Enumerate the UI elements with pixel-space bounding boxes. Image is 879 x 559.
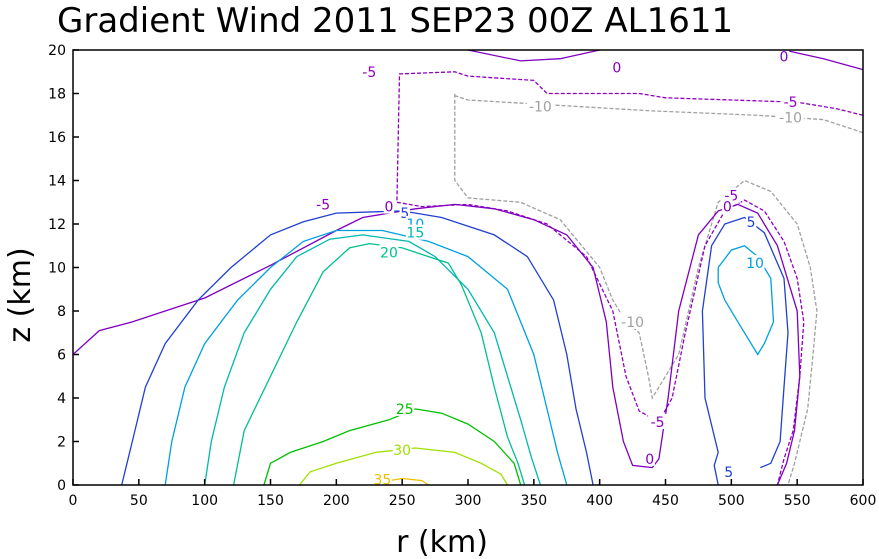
contour-label-bg [781,94,801,110]
y-tick-label: 6 [57,348,66,364]
contour-label-bg [618,313,647,329]
y-tick-label: 18 [48,87,66,103]
contour-label-20: 20 [380,245,398,261]
y-tick-label: 20 [48,43,66,59]
x-tick-label: 250 [389,493,416,509]
contour-label-5: 5 [747,215,756,231]
x-tick-label: 150 [257,493,284,509]
y-axis: 0 2 4 6 8 10 12 14 16 18 20 [48,43,79,494]
contour-label--5: -5 [362,65,376,81]
y-tick-label: 16 [48,130,66,146]
contour-label-bg [359,63,379,79]
x-tick-label: 200 [323,493,350,509]
contour-label-bg [405,224,425,240]
y-tick-label: 4 [57,391,66,407]
contour-line-0 [783,49,864,71]
contour-line-20 [232,242,526,486]
contour-label-0: 0 [780,50,789,66]
contour-label-bg [379,244,399,260]
contour-label-bg [745,255,765,271]
y-tick-label: 2 [57,435,66,451]
contour-label--5: -5 [651,415,665,431]
y-tick-label: 8 [57,304,66,320]
contour-label-0: 0 [723,200,732,216]
contour-label--5: -5 [784,95,798,111]
contour-label-5: 5 [400,206,409,222]
chart-title: Gradient Wind 2011 SEP23 00Z AL1611 [57,1,733,41]
y-tick-label: 0 [57,478,66,494]
contour-line-15 [204,234,542,486]
contour-lines [72,49,864,486]
x-tick-label: 550 [784,493,811,509]
contour-line-10 [717,244,775,356]
x-tick-label: 350 [520,493,547,509]
y-tick-label: 14 [48,174,66,190]
contour-label-bg [392,442,412,458]
contour-label-5: 5 [724,465,733,481]
contour-label-bg [776,109,805,125]
contour-line-30 [298,447,509,486]
x-tick-label: 600 [850,493,877,509]
contour-label-bg [778,48,790,64]
contour-label-0: 0 [645,452,654,468]
contour-label--5: -5 [316,197,330,213]
contour-label-bg [611,59,623,75]
contour-label--10: -10 [529,100,552,116]
contour-label-bg [372,471,392,487]
contour-label-bg [723,463,734,479]
contour-label-bg [526,98,555,114]
contour-label-bg [644,450,655,466]
contour-label-bg [722,198,733,214]
contour-label-0: 0 [612,60,621,76]
x-axis-title: r (km) [396,525,488,559]
x-tick-label: 50 [130,493,148,509]
contour-line-0 [467,49,600,62]
x-tick-label: 300 [455,493,482,509]
y-tick-label: 12 [48,217,66,233]
contour-line-0 [72,203,801,486]
contour-line-5 [121,210,594,486]
x-axis: 0 50 100 150 200 250 300 350 400 450 500 550 600 [69,479,877,509]
contour-label-bg [399,205,411,221]
x-tick-label: 450 [652,493,679,509]
y-axis-title: z (km) [3,247,38,342]
contour-label--10: -10 [779,110,802,126]
contour-label-bg [383,198,395,214]
contour-line-10 [164,229,568,486]
contour-line--10 [454,93,864,486]
x-tick-label: 400 [586,493,613,509]
x-tick-label: 100 [191,493,218,509]
contour-label-bg [395,400,415,416]
x-tick-label: 0 [69,493,78,509]
contour-line--5 [396,71,864,486]
contour-label-bg [745,213,757,229]
contour-label-0: 0 [385,200,394,216]
contour-label-bg [648,413,668,429]
contour-label-10: 10 [746,256,764,272]
x-tick-label: 500 [718,493,745,509]
contour-label-bg [313,196,333,212]
contour-label-30: 30 [393,443,411,459]
contour-labels: -10-10-10-5-5-5-5-5000005551010152025303… [313,48,805,489]
contour-line-5 [701,216,789,486]
contour-label-35: 35 [374,473,392,489]
contour-label-25: 25 [396,402,414,418]
y-tick-label: 10 [48,261,66,277]
contour-label--10: -10 [621,315,644,331]
contour-label-15: 15 [406,226,424,242]
